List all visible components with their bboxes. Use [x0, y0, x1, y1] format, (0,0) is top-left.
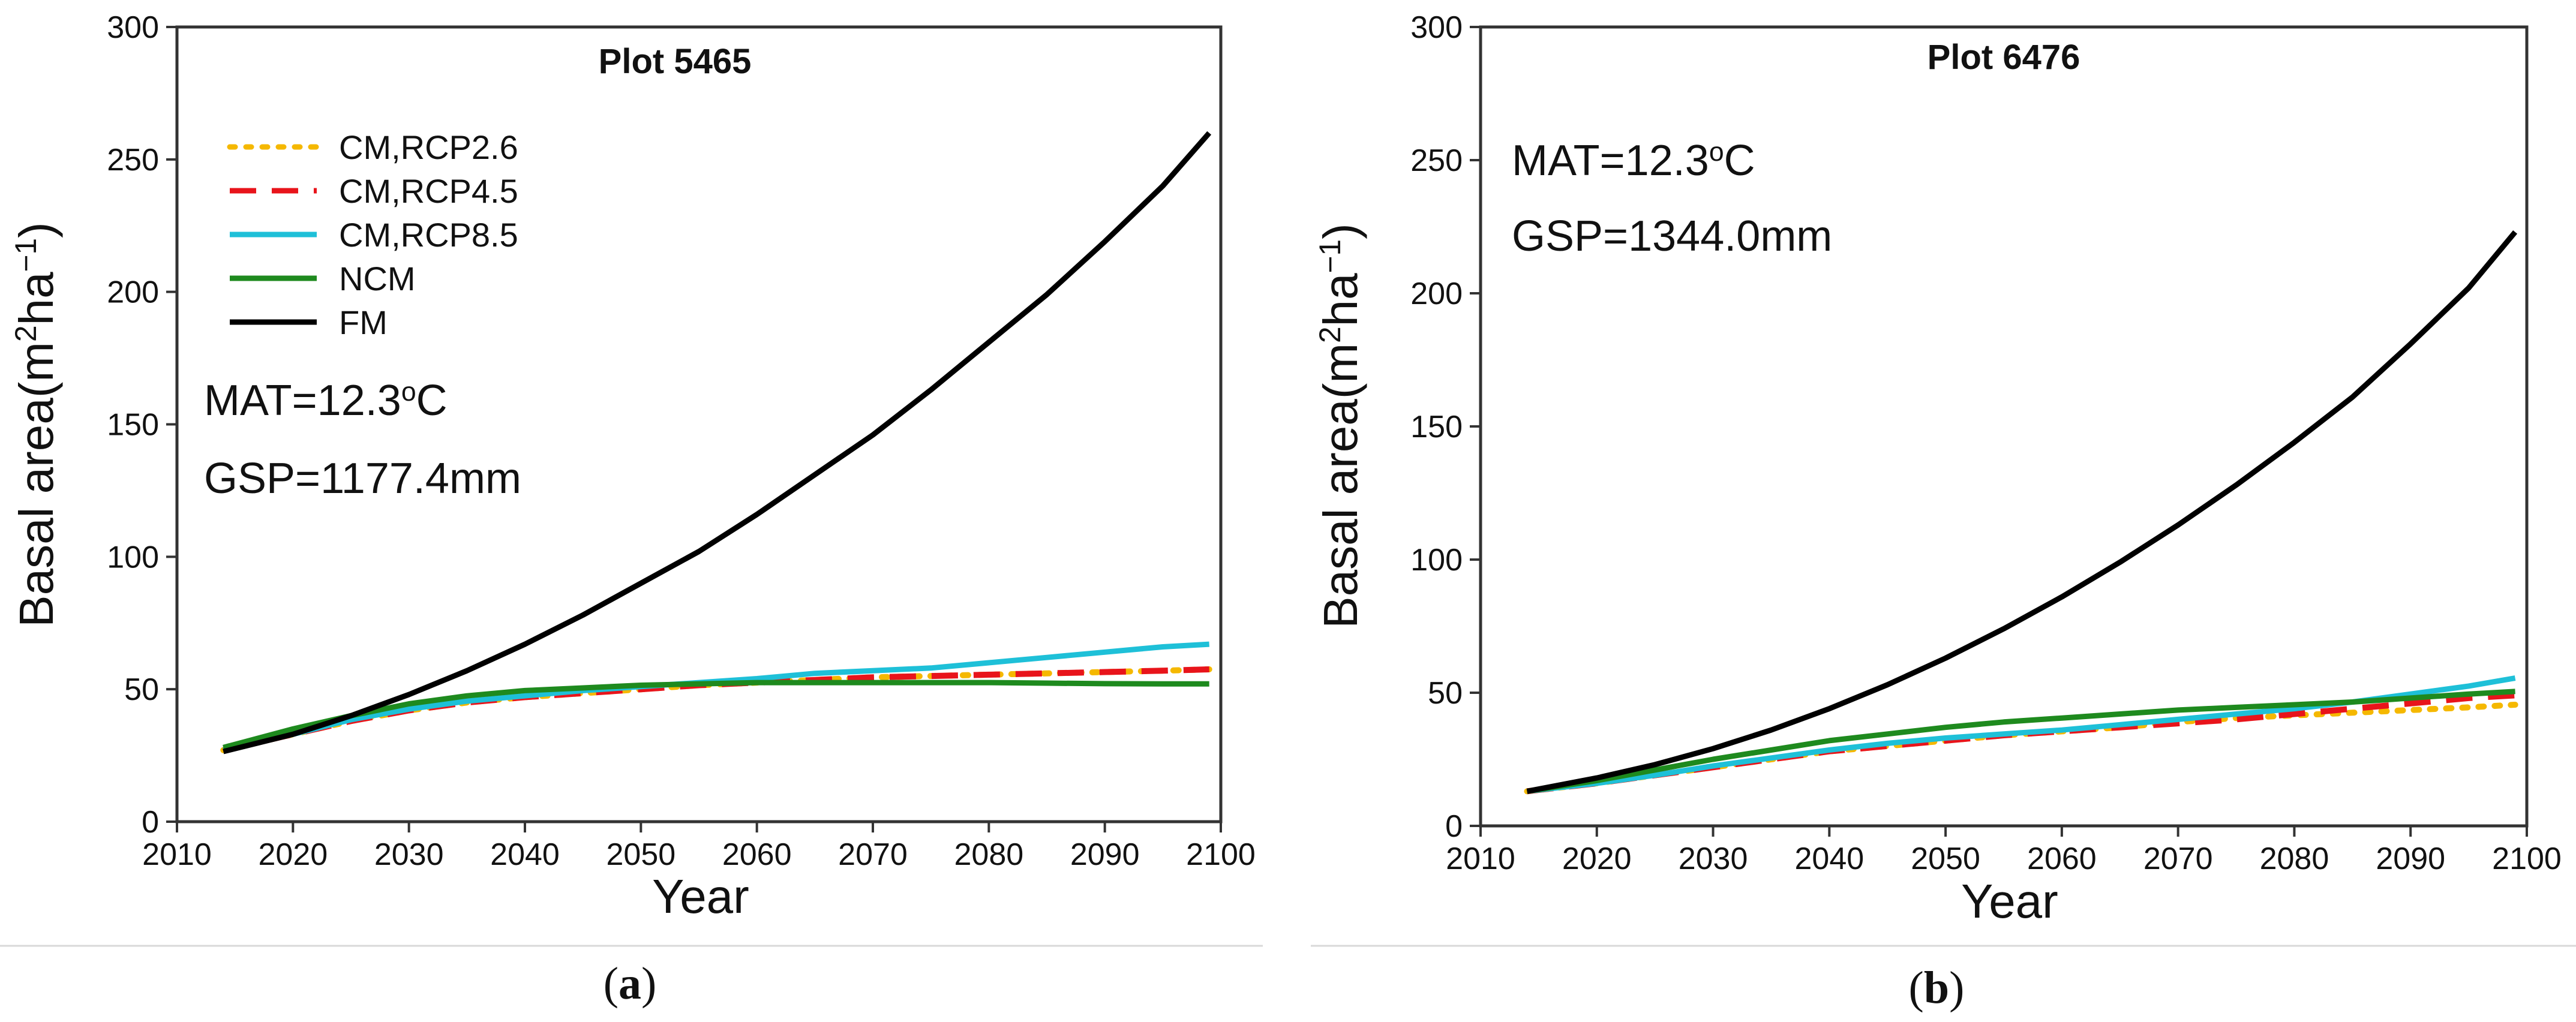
chart-title: Plot 5465: [599, 42, 752, 81]
mat-annotation: MAT=12.3oC: [1512, 137, 1755, 185]
y-axis-label-superscript: −1: [1313, 239, 1347, 273]
legend-label: NCM: [339, 260, 416, 297]
x-tick-label: 2100: [1186, 837, 1256, 872]
x-axis-label: Year: [1961, 874, 2058, 928]
series-line-fm: [1526, 230, 2518, 794]
y-tick-label: 0: [142, 805, 159, 840]
y-axis-label: Basal area(m2ha−1): [9, 222, 63, 627]
series-line-cm-rcp4-5: [1526, 692, 2515, 795]
x-tick-label: 2010: [1446, 841, 1515, 876]
mat-value: MAT=12.3: [204, 377, 401, 425]
y-tick-label: 0: [1445, 809, 1463, 844]
x-tick-label: 2070: [838, 837, 908, 872]
legend-label: CM,RCP4.5: [339, 172, 518, 210]
series-line-fm: [223, 131, 1212, 755]
legend-label: CM,RCP2.6: [339, 128, 518, 166]
plot-area: 2010 2020 2030 2040 2050 2060 2070 2080 2090 2100…: [107, 10, 1256, 872]
y-axis-label-superscript: 2: [9, 325, 43, 342]
y-tick-label: 100: [1410, 543, 1463, 578]
y-tick-label: 100: [107, 540, 159, 575]
x-tick-label: 2070: [2143, 841, 2213, 876]
x-tick-label: 2060: [2027, 841, 2097, 876]
caption-paren-close: ): [1949, 963, 1964, 1013]
caption-paren-open: (: [1909, 963, 1924, 1013]
series-line-cm-rcp2-6: [1524, 702, 2518, 795]
x-tick-label: 2030: [1679, 841, 1748, 876]
x-tick-label: 2080: [2260, 841, 2329, 876]
panel-b: 2010 2020 2030 2040 2050 2060 2070 2080 2090 2100…: [1313, 10, 2562, 1013]
x-tick-label: 2060: [722, 837, 792, 872]
mat-value: MAT=12.3: [1512, 137, 1709, 185]
plot-area: 2010 2020 2030 2040 2050 2060 2070 2080 2090 2100…: [1410, 10, 2562, 876]
panel-caption: (b): [1909, 963, 1965, 1013]
gsp-annotation: GSP=1344.0mm: [1512, 212, 1832, 260]
series-line-ncm: [1526, 689, 2515, 794]
x-tick-label: 2040: [1794, 841, 1864, 876]
x-tick-label: 2090: [2376, 841, 2445, 876]
series-line-ncm: [223, 680, 1209, 750]
x-tick-label: 2040: [490, 837, 560, 872]
x-tick-label: 2050: [606, 837, 675, 872]
y-tick-label: 150: [107, 408, 159, 443]
legend: CM,RCP2.6 CM,RCP4.5 CM,RCP8.5 NCM FM: [227, 128, 518, 341]
caption-letter: a: [619, 958, 641, 1009]
y-axis-label-part: ): [10, 222, 63, 238]
x-axis-label: Year: [652, 870, 749, 923]
y-axis-label-part: ): [1314, 223, 1367, 239]
x-tick-label: 2100: [2492, 841, 2562, 876]
y-tick-label: 250: [1410, 143, 1463, 178]
caption-paren-close: ): [641, 958, 656, 1009]
y-axis-label-part: ha: [10, 272, 63, 325]
legend-label: CM,RCP8.5: [339, 216, 518, 254]
mat-unit: C: [1724, 137, 1755, 185]
y-tick-label: 50: [1428, 676, 1463, 711]
x-tick-label: 2030: [374, 837, 444, 872]
x-tick-label: 2090: [1070, 837, 1140, 872]
x-tick-label: 2020: [258, 837, 328, 872]
caption-letter: b: [1924, 963, 1949, 1013]
y-axis-label: Basal area(m2ha−1): [1313, 223, 1367, 629]
y-axis-label-superscript: 2: [1313, 326, 1347, 343]
y-tick-label: 150: [1410, 410, 1463, 444]
caption-paren-open: (: [604, 958, 619, 1009]
panel-caption: (a): [604, 958, 657, 1009]
y-axis-label-part: Basal area(m: [10, 342, 63, 627]
panel-a: 2010 2020 2030 2040 2050 2060 2070 2080 2090 2100…: [9, 10, 1256, 1009]
legend-label: FM: [339, 303, 388, 341]
series-line-cm-rcp8-5: [223, 641, 1209, 753]
y-tick-label: 200: [107, 275, 159, 310]
y-axis-label-part: Basal area(m: [1314, 343, 1367, 629]
x-tick-label: 2080: [954, 837, 1023, 872]
degree-symbol: o: [401, 377, 416, 407]
mat-annotation: MAT=12.3oC: [204, 377, 448, 425]
degree-symbol: o: [1709, 137, 1724, 167]
y-tick-label: 300: [107, 10, 159, 45]
x-tick-label: 2020: [1562, 841, 1632, 876]
y-tick-label: 50: [124, 672, 159, 707]
gsp-annotation: GSP=1177.4mm: [204, 455, 521, 503]
mat-unit: C: [416, 377, 448, 425]
y-axis-label-superscript: −1: [9, 238, 43, 272]
y-tick-label: 300: [1410, 10, 1463, 45]
y-tick-label: 250: [107, 143, 159, 178]
y-tick-label: 200: [1410, 276, 1463, 311]
chart-title: Plot 6476: [1928, 38, 2080, 77]
series-line-cm-rcp8-5: [1526, 675, 2516, 794]
x-tick-label: 2050: [1911, 841, 1980, 876]
y-axis-label-part: ha: [1314, 273, 1367, 326]
x-tick-label: 2010: [142, 837, 212, 872]
